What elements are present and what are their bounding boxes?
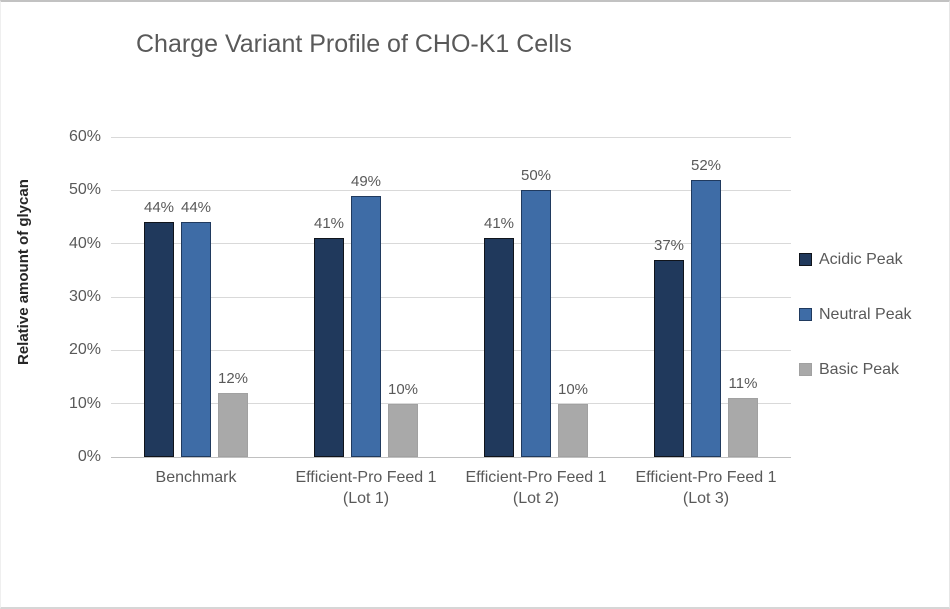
data-label-acidic-peak-benchmark: 44% — [143, 199, 175, 217]
y-tick-label: 50% — [68, 181, 101, 199]
legend-label: Acidic Peak — [819, 250, 903, 268]
x-axis-label-benchmark: Benchmark — [155, 469, 237, 486]
data-label-basic-peak-benchmark: 12% — [217, 370, 249, 387]
legend-swatch-icon — [799, 363, 812, 376]
y-tick-label: 40% — [68, 234, 101, 252]
data-label-neutral-peak-efficient-pro-feed-1-lot-2: 50% — [520, 167, 552, 185]
gridline-60pct — [111, 136, 791, 138]
gridline-30pct — [111, 296, 791, 298]
bar-neutral-peak-benchmark — [181, 222, 211, 457]
x-axis-label-efficient-pro-feed-1-lot-2: Efficient-Pro Feed 1 (Lot 2) — [465, 469, 607, 507]
data-label-basic-peak-efficient-pro-feed-1-lot-2: 10% — [557, 380, 589, 398]
bar-basic-peak-efficient-pro-feed-1-lot-3 — [728, 398, 758, 457]
x-axis-label-efficient-pro-feed-1-lot-1: Efficient-Pro Feed 1 (Lot 1) — [295, 469, 437, 507]
y-tick-label: 60% — [68, 128, 101, 145]
bar-neutral-peak-efficient-pro-feed-1-lot-3 — [691, 179, 721, 457]
bar-neutral-peak-efficient-pro-feed-1-lot-2 — [521, 190, 551, 457]
bar-acidic-peak-efficient-pro-feed-1-lot-2 — [484, 238, 514, 457]
bar-basic-peak-efficient-pro-feed-1-lot-1 — [388, 403, 418, 457]
data-label-neutral-peak-benchmark: 44% — [180, 199, 212, 217]
data-label-neutral-peak-efficient-pro-feed-1-lot-3: 52% — [690, 156, 722, 174]
chart-title: Charge Variant Profile of CHO-K1 Cells — [136, 30, 572, 58]
gridline-40pct — [111, 243, 791, 245]
data-label-acidic-peak-efficient-pro-feed-1-lot-1: 41% — [313, 215, 345, 233]
y-tick-label: 10% — [68, 394, 101, 412]
bar-acidic-peak-benchmark — [144, 222, 174, 457]
bar-basic-peak-benchmark — [218, 393, 248, 457]
bar-acidic-peak-efficient-pro-feed-1-lot-1 — [314, 238, 344, 457]
data-label-neutral-peak-efficient-pro-feed-1-lot-1: 49% — [350, 172, 382, 190]
y-tick-label: 0% — [77, 448, 101, 465]
y-tick-label: 20% — [68, 341, 101, 359]
y-axis-title: Relative amount of glycan — [15, 179, 32, 366]
legend-item-neutral-peak: Neutral Peak — [799, 305, 912, 324]
legend-label: Basic Peak — [819, 360, 900, 378]
legend-item-basic-peak: Basic Peak — [799, 360, 912, 379]
data-label-basic-peak-efficient-pro-feed-1-lot-3: 11% — [728, 375, 758, 393]
data-label-acidic-peak-efficient-pro-feed-1-lot-3: 37% — [653, 236, 685, 254]
gridline-0pct — [111, 456, 791, 458]
plot-area — [111, 136, 791, 458]
gridline-20pct — [111, 349, 791, 351]
bar-acidic-peak-efficient-pro-feed-1-lot-3 — [654, 259, 684, 457]
legend-item-acidic-peak: Acidic Peak — [799, 250, 912, 269]
legend-label: Neutral Peak — [819, 305, 912, 323]
gridline-50pct — [111, 189, 791, 191]
bar-basic-peak-efficient-pro-feed-1-lot-2 — [558, 403, 588, 457]
data-label-acidic-peak-efficient-pro-feed-1-lot-2: 41% — [483, 215, 515, 233]
x-axis-label-efficient-pro-feed-1-lot-3: Efficient-Pro Feed 1 (Lot 3) — [635, 469, 777, 507]
data-label-basic-peak-efficient-pro-feed-1-lot-1: 10% — [387, 380, 419, 398]
legend-swatch-icon — [799, 308, 812, 321]
y-tick-label: 30% — [68, 288, 101, 305]
legend-swatch-icon — [799, 253, 812, 266]
bar-neutral-peak-efficient-pro-feed-1-lot-1 — [351, 195, 381, 457]
legend: Acidic Peak Neutral Peak Basic Peak — [799, 250, 912, 379]
gridline-10pct — [111, 403, 791, 405]
